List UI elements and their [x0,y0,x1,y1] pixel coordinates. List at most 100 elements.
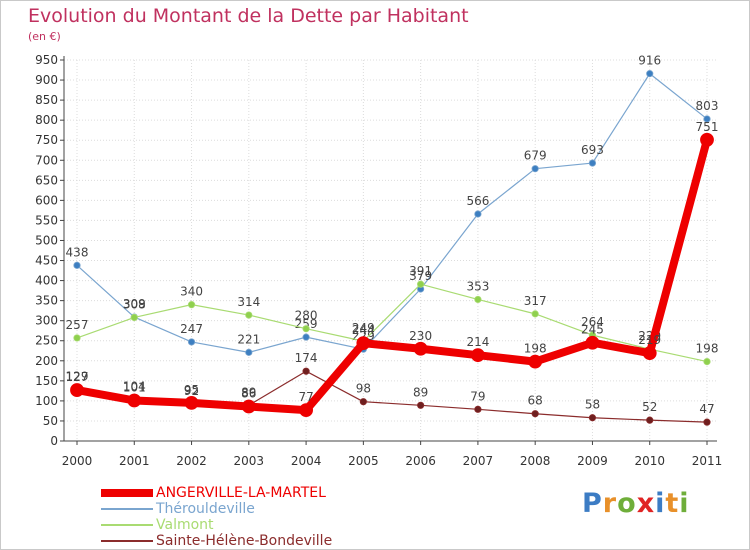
data-label-therouldeville: 438 [66,245,89,259]
data-label-sainte-helene-bondeville: 52 [642,400,657,414]
data-label-sainte-helene-bondeville: 104 [123,379,146,393]
data-label-angerville-la-martel: 95 [184,383,199,397]
x-tick-label: 2010 [634,454,665,468]
x-tick-label: 2009 [577,454,608,468]
series-sainte-helene-bondeville: 129 104 92 89 174 98 89 79 68 58 52 47 [66,351,715,426]
data-point-angerville-la-martel [413,341,428,356]
x-tick-label: 2008 [520,454,551,468]
x-tick-label: 2011 [692,454,723,468]
data-point-angerville-la-martel [356,336,371,351]
data-point-angerville-la-martel [241,399,256,414]
logo-letter: o [617,488,637,519]
data-point-valmont [73,334,81,342]
x-tick-label: 2002 [176,454,207,468]
data-point-sainte-helene-bondeville [588,414,597,422]
data-label-sainte-helene-bondeville: 58 [585,398,600,412]
series-line-valmont [76,283,708,363]
data-point-sainte-helene-bondeville [474,405,482,413]
data-point-therouldeville [646,70,654,78]
y-tick-label: 300 [35,314,58,328]
data-point-therouldeville [73,261,81,269]
data-point-angerville-la-martel [127,393,142,408]
data-label-valmont: 314 [237,295,260,309]
x-tick-label: 2006 [405,454,436,468]
data-point-therouldeville [245,348,253,356]
data-label-angerville-la-martel: 230 [409,329,432,343]
data-label-sainte-helene-bondeville: 129 [66,369,89,383]
logo-letter: r [602,488,618,519]
legend-label-sainte-helene: Sainte-Hélène-Bondeville [156,533,333,549]
data-point-therouldeville [588,159,597,167]
data-label-sainte-helene-bondeville: 68 [528,394,543,408]
data-point-valmont [417,280,425,288]
y-tick-label: 650 [35,173,58,187]
series-angerville-la-martel: 127 101 95 86 77 244 230 214 198 245 219 751 [66,120,719,418]
x-tick-label: 2000 [62,454,93,468]
legend-item-therouldeville: Thérouldeville [101,501,461,517]
legend-item-angerville: ANGERVILLE-LA-MARTEL [101,485,461,501]
grid [64,59,717,442]
data-label-angerville-la-martel: 219 [638,333,661,347]
legend-label-angerville: ANGERVILLE-LA-MARTEL [156,485,326,501]
data-label-angerville-la-martel: 198 [524,342,547,356]
logo-letter: i [679,488,690,519]
legend-swatch-angerville [101,489,153,497]
y-tick-label: 700 [35,153,58,167]
logo-letter: P [582,488,603,519]
data-point-therouldeville [531,165,539,173]
data-label-valmont: 391 [409,264,432,278]
data-point-therouldeville [302,333,310,341]
logo-letter: i [655,488,666,519]
x-tick-label: 2001 [119,454,150,468]
data-label-therouldeville: 309 [123,297,146,311]
data-label-sainte-helene-bondeville: 89 [413,385,428,399]
legend-item-sainte-helene: Sainte-Hélène-Bondeville [101,533,461,549]
y-tick-label: 50 [43,414,58,428]
y-tick-label: 600 [35,193,58,207]
data-point-sainte-helene-bondeville [646,416,654,424]
data-label-angerville-la-martel: 751 [696,120,719,134]
legend-swatch-sainte-helene [101,540,153,542]
y-tick-label: 450 [35,254,58,268]
logo-letter: x [636,488,656,519]
y-tick-label: 850 [35,93,58,107]
y-tick-label: 900 [35,73,58,87]
data-point-valmont [130,313,138,322]
x-tick-label: 2004 [291,454,322,468]
data-label-sainte-helene-bondeville: 79 [470,389,485,403]
data-label-valmont: 308 [123,297,146,311]
data-point-angerville-la-martel [642,346,657,361]
data-label-sainte-helene-bondeville: 92 [184,384,199,398]
data-label-therouldeville: 566 [466,194,489,208]
y-tick-label: 800 [35,113,58,127]
y-tick-label: 250 [35,334,58,348]
data-label-valmont: 317 [524,294,547,308]
data-point-angerville-la-martel [184,395,199,410]
data-point-sainte-helene-bondeville [302,367,310,375]
data-point-sainte-helene-bondeville [359,398,367,406]
data-point-sainte-helene-bondeville [417,401,425,409]
x-tick-label: 2003 [234,454,265,468]
chart-title: Evolution du Montant de la Dette par Hab… [28,5,469,27]
data-label-valmont: 198 [696,342,719,356]
x-tick-label: 2005 [348,454,379,468]
y-tick-label: 400 [35,274,58,288]
data-label-angerville-la-martel: 86 [241,387,256,401]
data-label-angerville-la-martel: 101 [123,380,146,394]
data-label-valmont: 249 [352,321,375,335]
data-label-angerville-la-martel: 214 [466,335,489,349]
legend-label-valmont: Valmont [156,517,214,533]
data-point-angerville-la-martel [585,335,600,350]
data-label-sainte-helene-bondeville: 174 [295,351,318,365]
data-point-sainte-helene-bondeville [531,410,539,418]
legend-swatch-therouldeville [101,508,153,510]
data-point-therouldeville [187,338,196,346]
data-point-valmont [474,295,482,304]
chart-legend: ANGERVILLE-LA-MARTEL Thérouldeville Valm… [101,485,461,549]
data-point-angerville-la-martel [471,348,485,363]
data-label-sainte-helene-bondeville: 98 [356,382,371,396]
data-label-valmont: 280 [295,309,318,323]
data-label-therouldeville: 379 [409,269,432,283]
data-point-valmont [187,301,196,309]
data-point-angerville-la-martel [70,383,84,397]
